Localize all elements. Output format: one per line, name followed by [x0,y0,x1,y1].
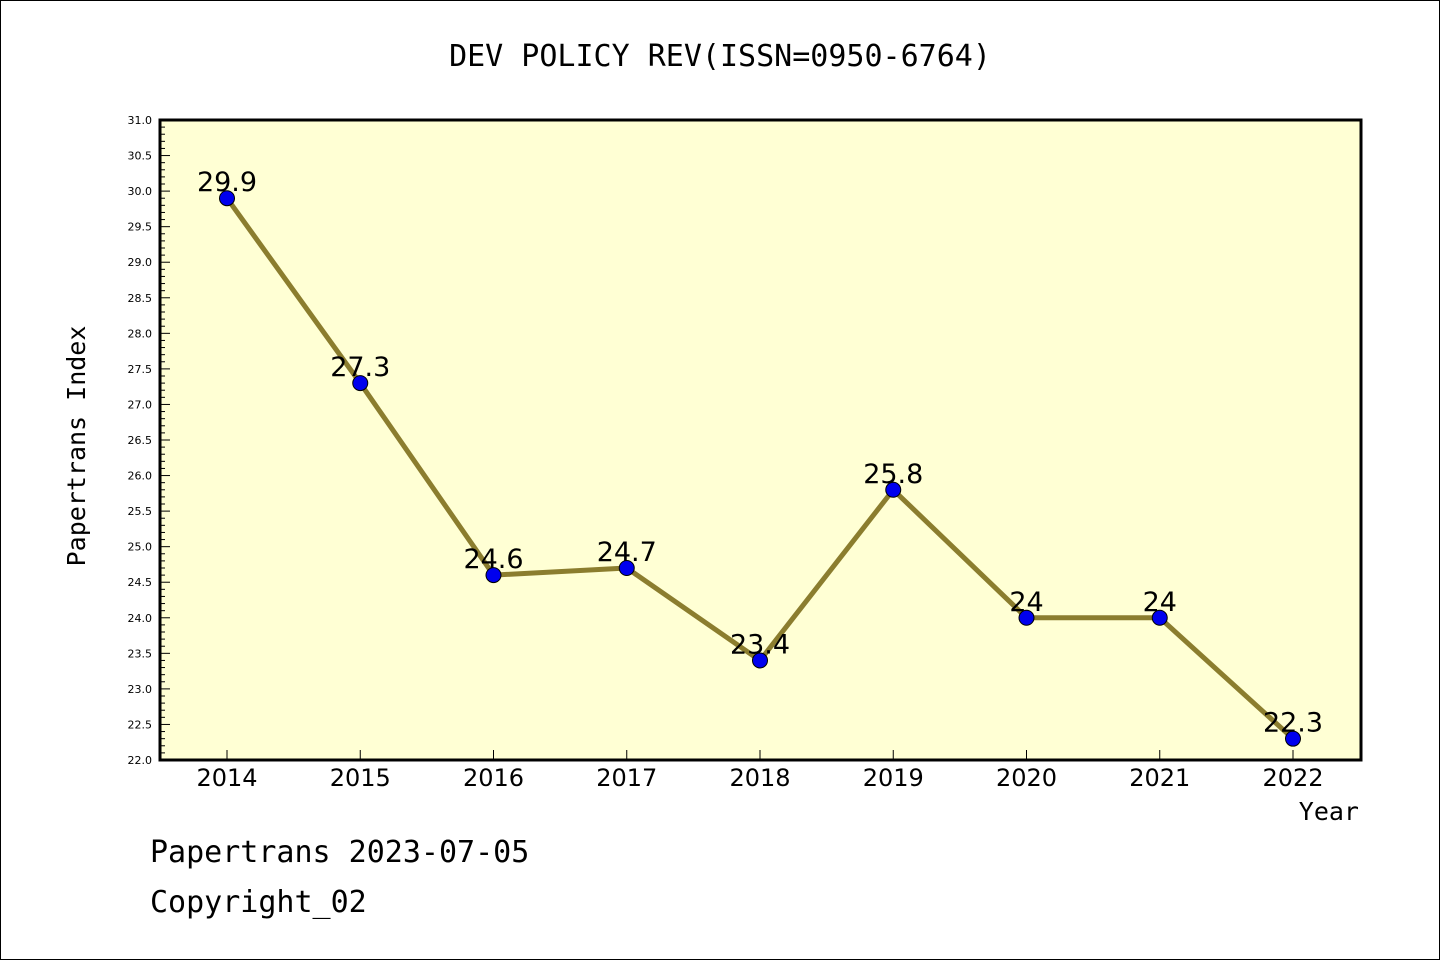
footer-date: Papertrans 2023-07-05 [150,835,530,870]
chart-title: DEV POLICY REV(ISSN=0950-6764) [449,39,991,74]
y-tick-label: 26.5 [128,434,153,447]
x-axis-label: Year [1299,797,1359,826]
y-tick-label: 25.5 [128,505,153,518]
y-tick-label: 27.5 [128,363,153,376]
x-axis-ticks: 2014 2015 2016 2017 2018 2019 2020 2021 2022 [196,750,1324,792]
x-tick-label: 2019 [863,764,924,792]
footer-copyright: Copyright_02 [150,885,367,920]
data-label: 24 [1143,587,1177,618]
x-tick-label: 2014 [196,764,257,792]
y-tick-label: 25.0 [128,541,153,554]
data-point [885,481,902,498]
y-tick-label: 28.5 [128,292,153,305]
y-axis-label: Papertrans Index [62,326,91,567]
y-axis-ticks: 22.0 22.5 23.0 23.5 24.0 24.5 25.0 25.5 26.0 26.5… [128,114,170,767]
data-label: 25.8 [863,459,923,490]
x-tick-label: 2017 [596,764,657,792]
data-point [752,652,768,669]
x-tick-label: 2020 [996,764,1057,792]
data-point [618,560,635,576]
data-label: 23.4 [730,629,790,660]
data-point [1151,609,1168,626]
y-tick-label: 29.5 [128,221,153,234]
data-label: 27.3 [330,352,390,383]
y-tick-label: 28.0 [128,327,153,340]
x-tick-label: 2018 [729,764,790,792]
data-point [1285,730,1301,747]
series-markers [219,190,1301,747]
data-labels: 29.9 27.3 24.6 24.7 23.4 25.8 24 24 22.3 [197,167,1323,738]
data-label: 29.9 [197,167,257,198]
y-tick-label: 27.0 [128,398,153,411]
data-label: 22.3 [1263,708,1323,739]
y-tick-label: 31.0 [128,114,153,127]
x-tick-label: 2021 [1129,764,1190,792]
x-tick-label: 2022 [1262,764,1323,792]
data-label: 24.6 [463,544,523,575]
x-tick-label: 2015 [330,764,391,792]
y-tick-label: 29.0 [128,256,153,269]
y-tick-label: 23.0 [128,683,153,696]
y-tick-label: 30.0 [128,185,153,198]
y-tick-label: 26.0 [128,470,153,483]
data-point [219,190,235,207]
data-point [352,375,369,392]
y-tick-label: 30.5 [128,150,153,163]
data-label: 24 [1009,587,1043,618]
y-tick-label: 22.5 [128,718,153,731]
data-label: 24.7 [597,537,657,568]
y-tick-label: 24.0 [128,612,153,625]
data-point [1018,609,1035,626]
y-tick-label: 22.0 [128,754,153,767]
data-point [485,567,502,584]
y-tick-label: 24.5 [128,576,153,589]
plot-border [158,118,1363,762]
x-tick-label: 2016 [463,764,524,792]
y-tick-label: 23.5 [128,647,153,660]
